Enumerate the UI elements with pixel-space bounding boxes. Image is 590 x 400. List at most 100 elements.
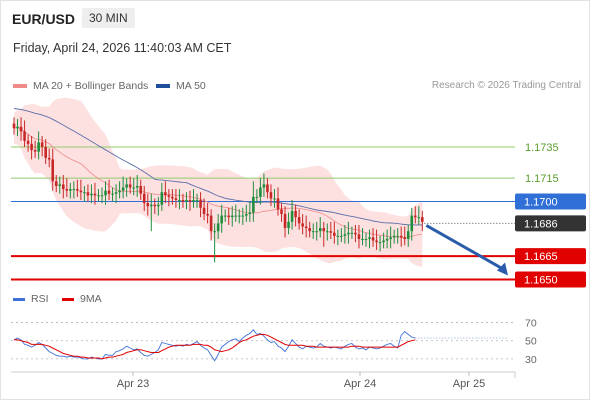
candle-body — [100, 195, 104, 197]
candle-body — [283, 214, 287, 229]
x-label-Apr-24: Apr 24 — [344, 378, 376, 390]
candle-body — [259, 187, 262, 197]
candle-body — [269, 192, 273, 199]
candle-body — [255, 196, 259, 198]
candle-body — [322, 228, 326, 232]
candle-body — [280, 209, 283, 215]
candle-body — [86, 192, 90, 196]
candle-body — [413, 215, 417, 218]
legend-rsi-ma: 9MA — [62, 293, 102, 305]
candle-body — [290, 210, 294, 222]
candle-body — [378, 242, 382, 244]
candle-body — [237, 215, 241, 217]
candle-body — [357, 234, 361, 239]
rsi-ma-swatch — [62, 297, 74, 301]
rsi-tick-50: 50 — [525, 336, 537, 348]
candle-body — [287, 221, 290, 229]
legend-ma50: MA 50 — [156, 80, 206, 92]
legend-rsi: RSI — [13, 293, 49, 305]
candle-body — [149, 204, 153, 207]
candle-body — [343, 234, 347, 236]
candle-body — [329, 231, 333, 233]
candle-body — [213, 231, 216, 233]
candle-body — [223, 215, 227, 217]
candle-body — [146, 203, 150, 207]
x-label-Apr-25: Apr 25 — [453, 378, 485, 390]
candle-body — [23, 131, 26, 141]
candle-body — [135, 185, 139, 188]
candle-body — [227, 215, 231, 218]
candle-body — [399, 235, 403, 238]
level-tag-1.1700 — [515, 193, 586, 210]
level-label-1.1650: 1.1650 — [524, 275, 558, 287]
legend-ma20: MA 20 + Bollinger Bands — [13, 80, 148, 92]
candle-body — [114, 192, 118, 194]
candle-body — [104, 190, 107, 196]
level-label-1.1665: 1.1665 — [524, 251, 558, 263]
candle-body — [375, 240, 378, 243]
rsi-label: RSI — [31, 293, 49, 305]
candle-body — [234, 215, 238, 217]
candle-body — [164, 192, 167, 196]
candle-body — [19, 126, 23, 132]
candle-body — [294, 210, 297, 218]
candle-body — [385, 238, 389, 241]
candle-body — [107, 190, 111, 194]
rsi-ma-label: 9MA — [80, 293, 102, 305]
candle-body — [72, 189, 76, 191]
ma20-swatch — [13, 84, 27, 88]
x-label-Apr-23: Apr 23 — [117, 378, 149, 390]
candle-body — [54, 181, 58, 186]
ma20-label: MA 20 + Bollinger Bands — [33, 80, 149, 92]
candle-body — [333, 232, 336, 236]
candle-body — [58, 184, 62, 186]
candle-body — [37, 142, 40, 152]
candle-body — [47, 157, 51, 160]
candle-body — [153, 204, 157, 207]
candle-body — [97, 195, 100, 197]
candle-body — [139, 185, 143, 194]
candle-body — [241, 215, 245, 217]
ma20-line — [13, 127, 423, 238]
candle-body — [79, 190, 83, 193]
candle-body — [76, 189, 79, 191]
candle-body — [340, 235, 343, 237]
candle-body — [368, 237, 371, 239]
ma50-line — [13, 108, 423, 226]
candle-body — [142, 193, 146, 204]
candle-body — [93, 193, 97, 196]
timeframe-badge[interactable]: 30 MIN — [82, 8, 135, 28]
candle-body — [202, 207, 206, 215]
candle-body — [157, 204, 160, 207]
candle-body — [276, 198, 280, 210]
candle-body — [392, 235, 396, 238]
rsi-swatch — [13, 297, 25, 301]
candle-body — [188, 200, 192, 202]
candle-body — [389, 237, 392, 239]
timestamp-label: Friday, April 24, 2026 11:40:03 AM CET — [13, 41, 232, 55]
candle-body — [318, 228, 322, 232]
forecast-arrow-shaft — [425, 224, 505, 271]
candle-body — [206, 214, 209, 216]
candle-body — [410, 215, 414, 232]
last-price-label: 1.1686 — [524, 218, 558, 230]
candle-body — [315, 231, 319, 233]
candle-body — [248, 212, 252, 215]
candle-body — [44, 146, 47, 158]
candle-body — [167, 195, 171, 197]
forecast-arrow-head — [497, 262, 508, 276]
candle-body — [174, 198, 178, 200]
level-label-1.1735: 1.1735 — [525, 142, 559, 154]
candle-body — [16, 126, 19, 129]
candle-body — [361, 238, 364, 240]
candle-body — [199, 200, 202, 208]
candle-body — [171, 196, 174, 199]
candle-body — [61, 184, 65, 190]
bollinger-band — [14, 97, 423, 267]
candle-body — [195, 200, 199, 201]
candle-body — [128, 184, 132, 188]
last-price-tag — [515, 215, 586, 232]
candle-body — [125, 184, 128, 188]
candle-body — [216, 223, 220, 232]
